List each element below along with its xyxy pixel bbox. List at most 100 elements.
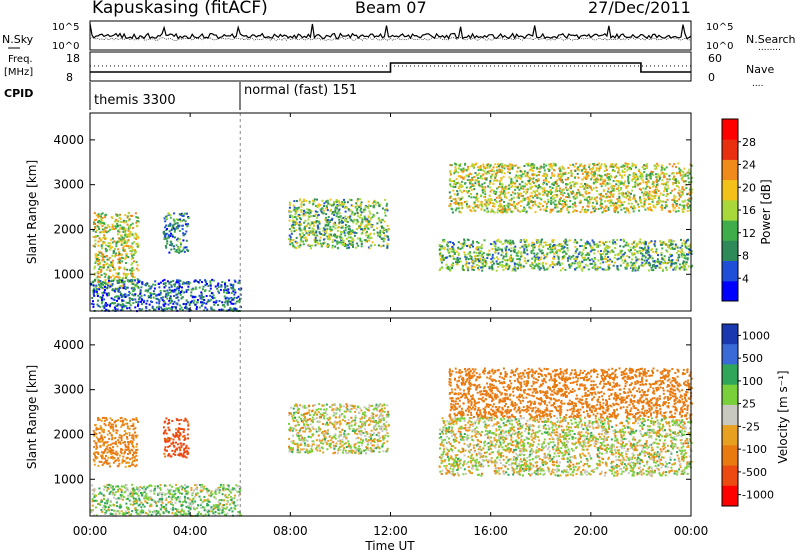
power-cell [609,192,612,195]
power-cell [643,201,646,204]
power-cell [648,263,651,266]
power-cell [111,264,114,267]
power-cell [373,243,376,246]
power-cell [578,191,581,194]
power-cell [594,208,597,210]
power-cell [290,224,293,227]
power-cell [108,248,111,251]
power-cell [185,239,188,242]
power-cell [532,196,535,199]
power-cell [641,249,644,252]
power-cell [575,162,578,165]
power-cell [505,245,508,248]
power-cell [665,266,668,269]
velocity-cell [120,452,123,455]
power-cell [603,210,605,213]
power-cell [103,255,106,258]
power-cell [655,173,657,176]
power-cell [343,219,346,222]
power-cell [123,242,126,244]
power-cell [137,236,140,239]
power-cell [130,269,133,272]
power-cell [304,219,307,222]
power-cell [553,245,556,248]
power-cell [484,177,487,180]
power-cell [497,246,500,249]
power-cell [537,205,540,208]
power-cell [186,212,188,215]
power-cell [181,286,183,289]
power-cell [176,296,179,299]
power-cell [99,231,102,234]
power-cell [513,262,516,265]
power-cell [507,258,510,261]
power-cell [660,261,663,263]
power-cell [118,291,121,293]
power-cell [483,258,486,261]
power-cell [513,249,516,251]
power-cell [489,169,492,172]
power-cell [387,228,390,231]
power-cell [122,230,125,233]
power-cell [580,244,583,247]
power-cell [131,248,134,251]
power-cell [471,163,474,166]
power-cell [131,254,133,257]
power-cell [684,174,687,177]
power-cell [158,305,161,308]
power-cell [190,294,193,297]
power-cell [127,294,130,297]
power-cell [119,238,122,241]
power-cell [560,210,563,212]
power-cell [93,219,96,222]
power-cell [476,179,479,182]
power-cell [560,193,563,195]
power-cell [509,164,512,167]
power-cell [645,163,648,166]
power-cell [121,303,124,306]
power-cell [554,163,557,166]
power-cell [299,244,302,247]
power-cell [640,201,643,204]
power-cell [656,188,659,191]
power-cell [341,244,344,246]
power-cell [173,230,176,233]
power-cell [306,224,309,227]
power-cell [353,234,356,237]
power-cell [139,292,142,295]
power-cell [650,198,653,201]
power-cell [507,170,510,173]
power-cell [638,240,641,243]
power-cell [606,259,609,262]
power-cell [206,301,209,303]
power-cell [685,261,688,264]
power-cell [317,203,320,206]
power-cell [308,212,311,215]
power-cell [668,244,671,247]
power-cell [495,269,498,272]
power-cell [525,239,528,242]
power-cell [107,277,110,280]
power-cell [368,247,371,250]
power-cell [484,186,487,189]
power-cell [534,261,536,264]
power-cell [535,204,538,207]
power-cell [368,204,371,207]
power-cell [325,232,328,235]
power-cell [107,284,109,287]
power-cell [611,163,614,166]
power-cell [674,261,677,264]
velocity-cell [121,424,124,426]
power-cell [533,244,536,247]
power-cell [587,202,590,205]
power-cell [311,227,314,230]
power-cell [627,181,630,184]
power-cell [621,191,624,194]
power-cell [573,257,576,260]
power-cell [290,230,293,233]
power-cell [486,201,489,204]
power-cell [384,198,387,201]
power-cell [186,249,189,252]
power-cell [359,224,362,226]
power-cell [532,177,535,180]
